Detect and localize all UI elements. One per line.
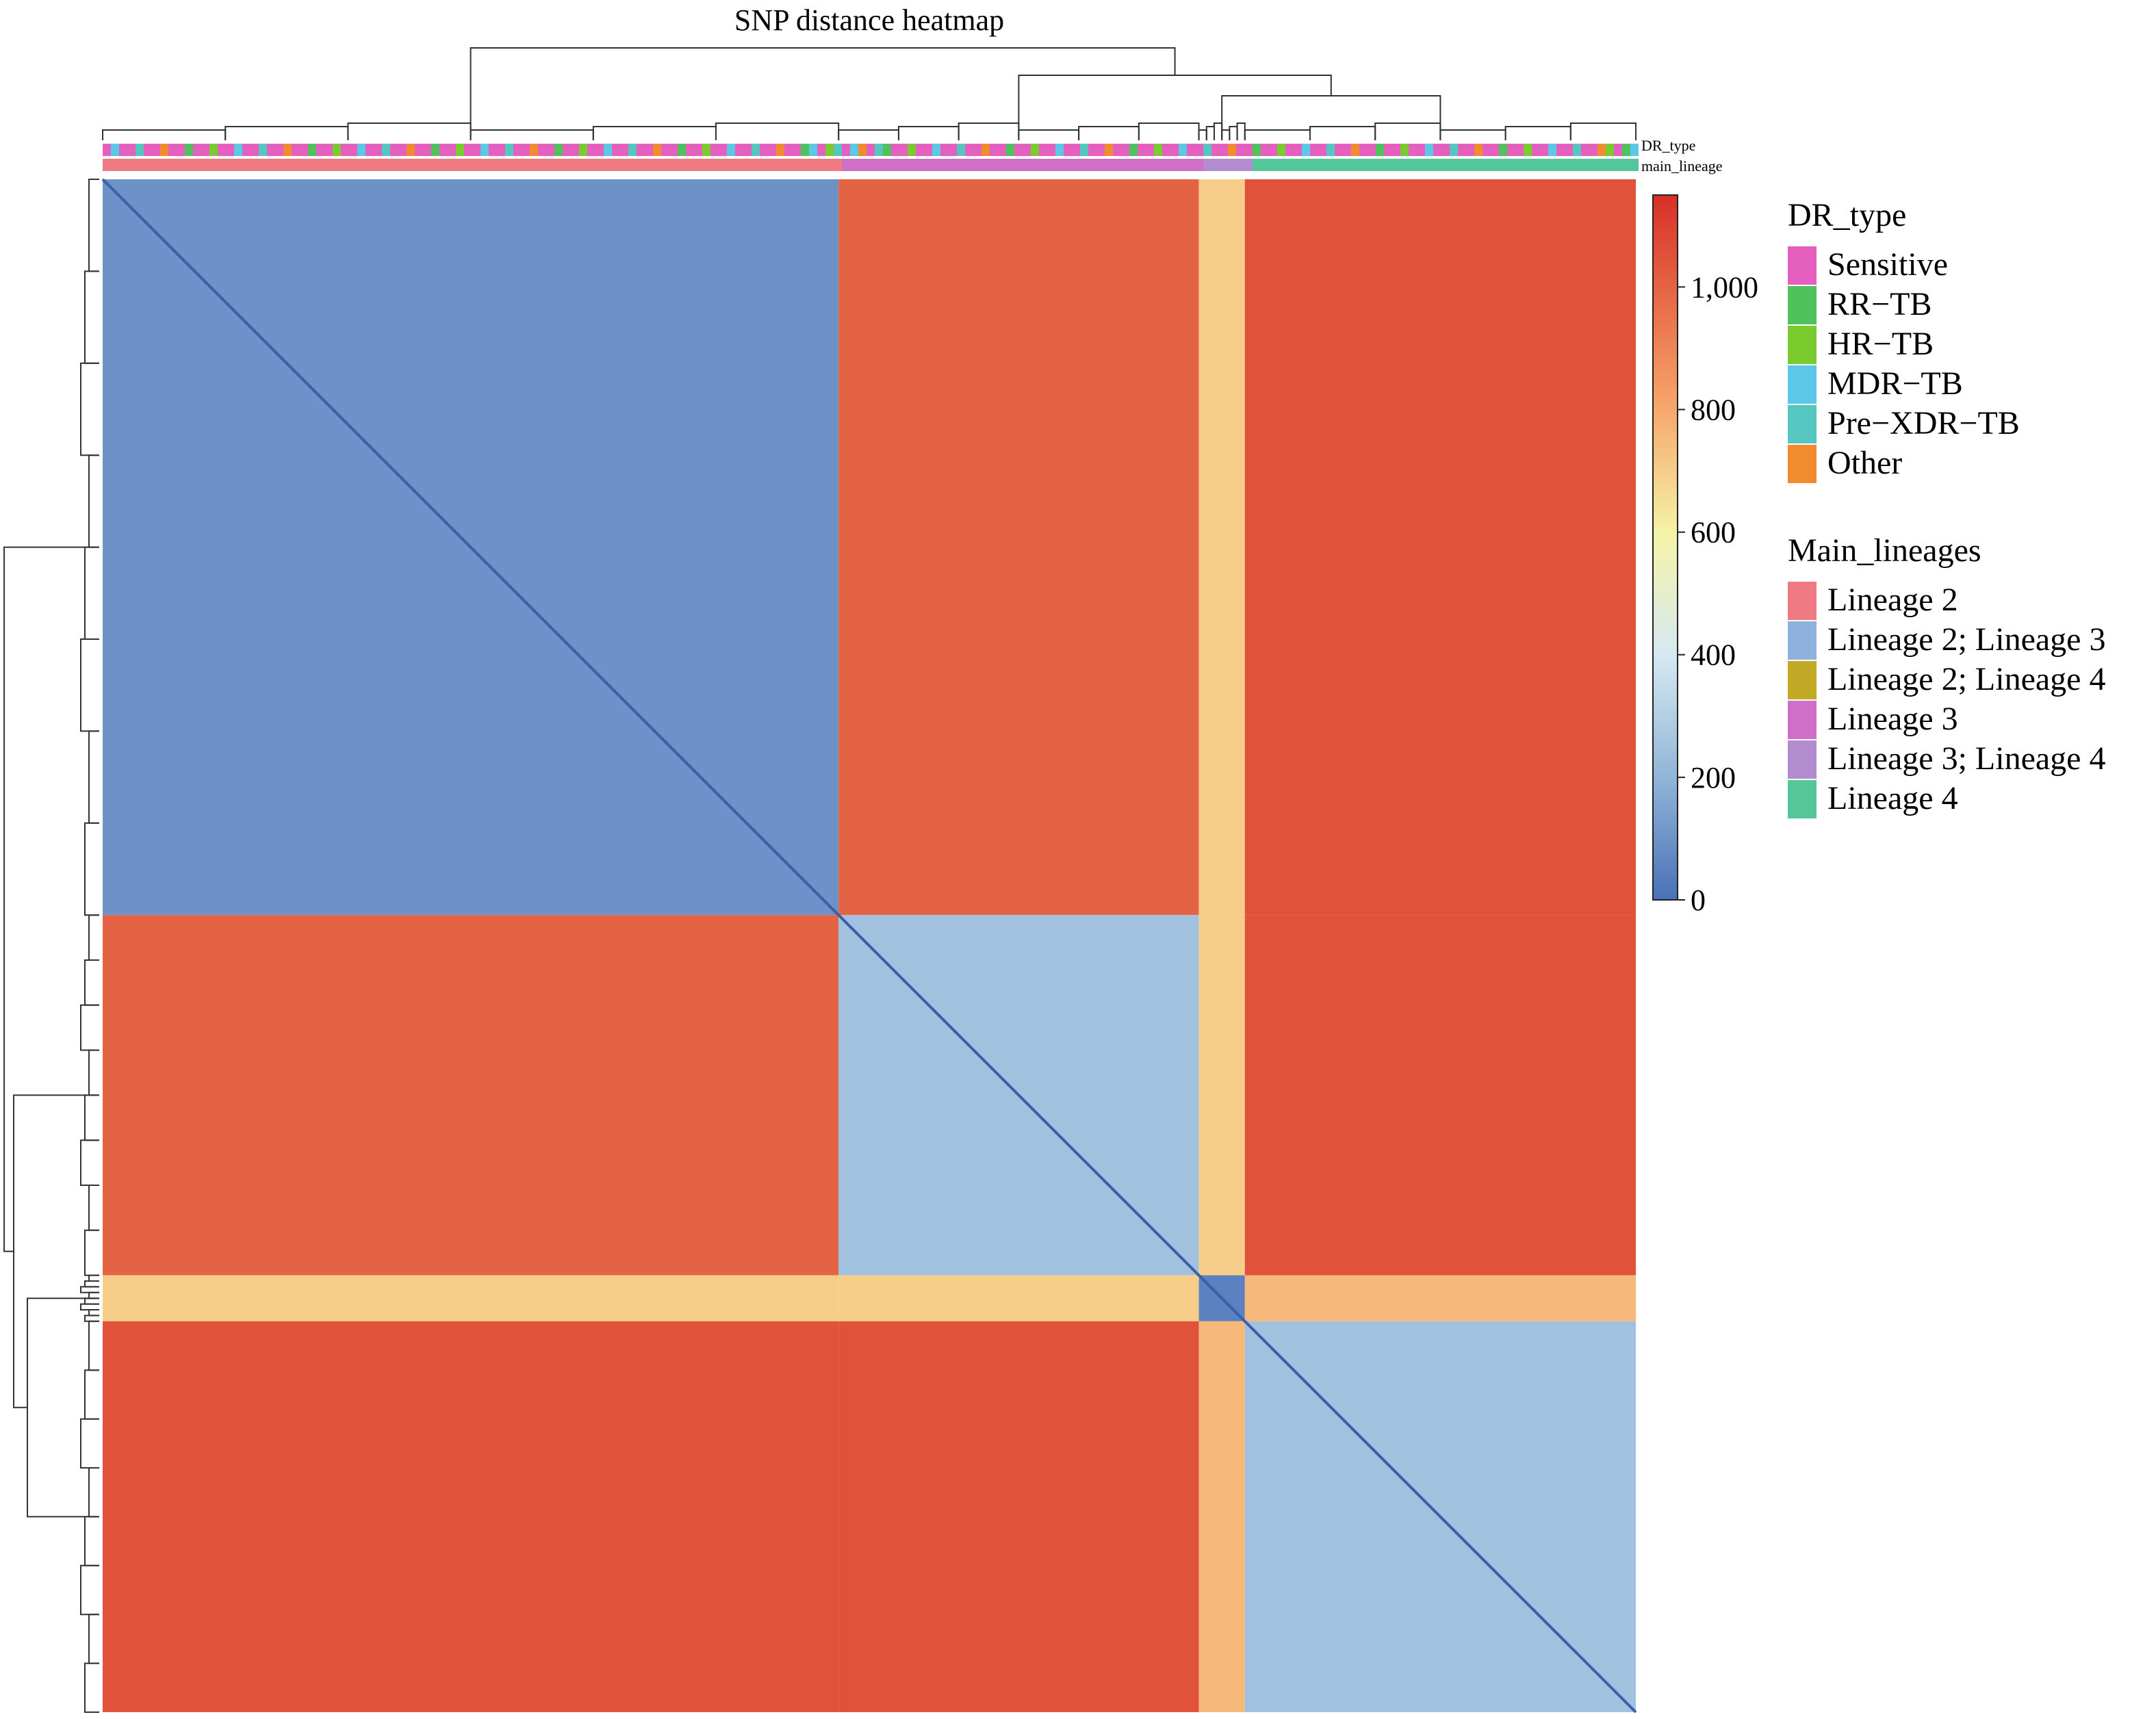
legend-swatch (1788, 405, 1817, 443)
legend-title: DR_type (1788, 197, 1906, 233)
heatmap-block-A-B (838, 179, 1199, 916)
left-dendrogram (3, 179, 99, 1713)
heatmap-body (101, 178, 1637, 1714)
legend-label: Lineage 4 (1827, 780, 1958, 816)
colorbar (1652, 194, 1678, 901)
legend-label: Lineage 2; Lineage 3 (1827, 621, 2105, 658)
legend-title: Main_lineages (1788, 532, 1981, 569)
colorbar-ticks: 0 200 400 600 800 1,000 (1678, 270, 1758, 917)
annotation-tracks (103, 144, 1639, 171)
legend-swatch (1788, 445, 1817, 483)
colorbar-tick-label: 600 (1691, 516, 1736, 550)
heatmap-block-B-D (1244, 915, 1636, 1276)
heatmap-diagonal (101, 178, 1637, 1714)
legend-label: Lineage 3; Lineage 4 (1827, 740, 2105, 777)
legend-label: Sensitive (1827, 246, 1948, 283)
legend-swatch (1788, 246, 1817, 285)
legend-swatch (1788, 780, 1817, 818)
colorbar-tick-label: 0 (1691, 883, 1706, 917)
heatmap-block-B-C (1198, 915, 1245, 1276)
heatmap-block-A-D (1244, 179, 1636, 916)
legend-swatch (1788, 326, 1817, 364)
legend-label: Pre−XDR−TB (1827, 405, 2020, 441)
legend-label: RR−TB (1827, 286, 1932, 322)
heatmap-block-A-C (1198, 179, 1245, 916)
legend-swatch (1788, 582, 1817, 620)
top-dendrogram (102, 47, 1637, 140)
heatmap-block-D-C (1198, 1321, 1245, 1712)
chart-title: SNP distance heatmap (734, 3, 1004, 37)
heatmap-block-C-B (838, 1275, 1199, 1321)
legend-label: MDR−TB (1827, 365, 1963, 402)
colorbar-tick-label: 400 (1691, 638, 1736, 672)
legend-label: Lineage 2 (1827, 582, 1958, 618)
colorbar-tick-label: 1,000 (1691, 270, 1758, 304)
legend-swatch (1788, 365, 1817, 404)
legend-label: HR−TB (1827, 326, 1934, 362)
legend-label: Lineage 2; Lineage 4 (1827, 661, 2105, 697)
heatmap-block-B-A (103, 915, 839, 1276)
heatmap-block-D-A (103, 1321, 839, 1712)
legend-swatch (1788, 286, 1817, 324)
anno-track-label-lineage: main_lineage (1641, 157, 1723, 175)
legend-swatch (1788, 621, 1817, 660)
anno-track-label-dr: DR_type (1641, 137, 1695, 154)
legend-label: Lineage 3 (1827, 701, 1958, 737)
legend-swatch (1788, 740, 1817, 779)
colorbar-tick-label: 200 (1691, 761, 1736, 794)
heatmap-block-C-A (103, 1275, 839, 1321)
legend-swatch (1788, 701, 1817, 739)
legend-swatch (1788, 661, 1817, 699)
heatmap-block-D-B (838, 1321, 1199, 1712)
colorbar-tick-label: 800 (1691, 393, 1736, 426)
heatmap-block-C-D (1244, 1275, 1636, 1321)
legend-label: Other (1827, 445, 1902, 481)
